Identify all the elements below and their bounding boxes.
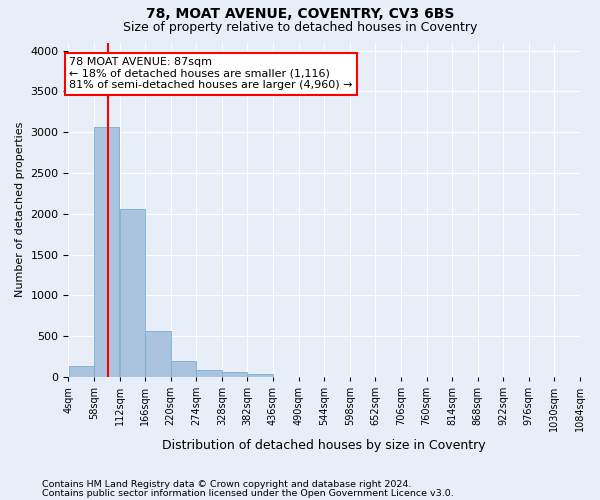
X-axis label: Distribution of detached houses by size in Coventry: Distribution of detached houses by size … (163, 440, 486, 452)
Bar (196, 370, 222, 377)
Text: Size of property relative to detached houses in Coventry: Size of property relative to detached ho… (123, 21, 477, 34)
Text: Contains HM Land Registry data © Crown copyright and database right 2024.: Contains HM Land Registry data © Crown c… (42, 480, 412, 489)
Text: 78 MOAT AVENUE: 87sqm
← 18% of detached houses are smaller (1,116)
81% of semi-d: 78 MOAT AVENUE: 87sqm ← 18% of detached … (70, 57, 353, 90)
Text: Contains public sector information licensed under the Open Government Licence v3: Contains public sector information licen… (42, 489, 454, 498)
Bar (171, 361, 196, 377)
Text: 78, MOAT AVENUE, COVENTRY, CV3 6BS: 78, MOAT AVENUE, COVENTRY, CV3 6BS (146, 8, 454, 22)
Bar (68, 366, 94, 377)
Bar (222, 372, 247, 377)
Y-axis label: Number of detached properties: Number of detached properties (15, 122, 25, 298)
Bar (248, 374, 273, 377)
Bar (94, 128, 119, 377)
Bar (145, 331, 170, 377)
Bar (119, 209, 145, 377)
